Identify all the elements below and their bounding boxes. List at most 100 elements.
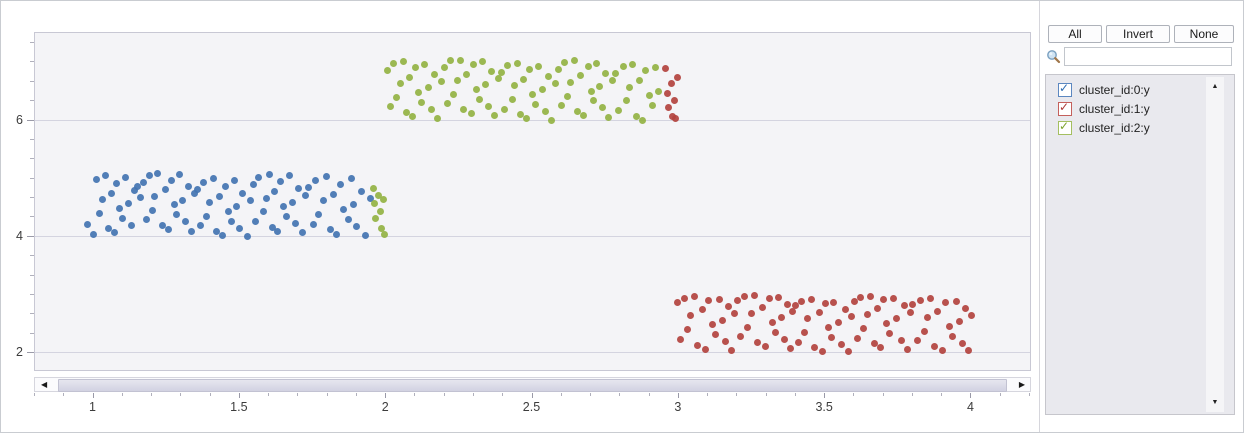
data-point[interactable]: [722, 338, 730, 346]
data-point[interactable]: [577, 72, 585, 80]
data-point[interactable]: [758, 303, 766, 311]
data-point[interactable]: [808, 296, 816, 304]
data-point[interactable]: [262, 194, 270, 202]
data-point[interactable]: [670, 97, 678, 105]
data-point[interactable]: [473, 85, 481, 93]
data-point[interactable]: [744, 324, 752, 332]
data-point[interactable]: [571, 56, 579, 64]
data-point[interactable]: [834, 319, 842, 327]
data-point[interactable]: [101, 171, 109, 179]
data-point[interactable]: [221, 182, 229, 190]
plot-area[interactable]: [34, 32, 1031, 371]
data-point[interactable]: [906, 308, 914, 316]
data-point[interactable]: [370, 200, 378, 208]
data-point[interactable]: [934, 307, 942, 315]
data-point[interactable]: [684, 326, 692, 334]
data-point[interactable]: [665, 104, 673, 112]
data-point[interactable]: [139, 179, 147, 187]
data-point[interactable]: [107, 189, 115, 197]
data-point[interactable]: [768, 318, 776, 326]
data-point[interactable]: [92, 175, 100, 183]
data-point[interactable]: [441, 63, 449, 71]
data-point[interactable]: [322, 173, 330, 180]
data-point[interactable]: [218, 232, 226, 240]
data-point[interactable]: [890, 295, 898, 303]
data-point[interactable]: [730, 310, 738, 318]
checkbox-cluster-1[interactable]: ✓: [1058, 100, 1072, 116]
data-point[interactable]: [845, 347, 853, 355]
data-point[interactable]: [728, 347, 735, 355]
data-point[interactable]: [948, 332, 956, 340]
data-point[interactable]: [691, 293, 699, 301]
data-point[interactable]: [167, 176, 175, 184]
data-point[interactable]: [893, 315, 901, 323]
data-point[interactable]: [774, 293, 782, 301]
data-point[interactable]: [199, 178, 207, 186]
data-point[interactable]: [511, 82, 519, 90]
data-point[interactable]: [897, 336, 905, 344]
data-point[interactable]: [173, 211, 181, 219]
data-point[interactable]: [379, 196, 387, 204]
data-point[interactable]: [777, 314, 785, 322]
data-point[interactable]: [504, 62, 512, 70]
legend-item-cluster-2[interactable]: ✓ cluster_id:2:y: [1058, 118, 1150, 137]
data-point[interactable]: [552, 80, 560, 88]
data-point[interactable]: [375, 191, 383, 199]
data-point[interactable]: [482, 81, 490, 89]
data-point[interactable]: [590, 97, 598, 105]
data-point[interactable]: [205, 199, 213, 207]
data-point[interactable]: [673, 74, 681, 82]
data-point[interactable]: [467, 110, 475, 118]
data-point[interactable]: [628, 61, 636, 69]
data-point[interactable]: [215, 192, 223, 200]
data-point[interactable]: [246, 196, 254, 204]
data-point[interactable]: [801, 329, 809, 337]
data-point[interactable]: [877, 344, 885, 352]
data-point[interactable]: [420, 60, 428, 68]
data-point[interactable]: [701, 345, 709, 353]
data-point[interactable]: [236, 224, 244, 232]
data-point[interactable]: [638, 116, 646, 124]
scrollbar-left-arrow-icon[interactable]: ◀: [41, 380, 48, 389]
data-point[interactable]: [119, 214, 127, 222]
data-point[interactable]: [641, 67, 649, 75]
data-point[interactable]: [804, 315, 812, 323]
data-point[interactable]: [498, 69, 506, 76]
data-point[interactable]: [941, 299, 949, 307]
data-point[interactable]: [662, 64, 670, 72]
data-point[interactable]: [635, 77, 643, 85]
data-point[interactable]: [830, 299, 838, 307]
data-point[interactable]: [748, 310, 756, 318]
data-point[interactable]: [366, 195, 374, 203]
data-point[interactable]: [561, 58, 569, 66]
data-point[interactable]: [821, 300, 829, 308]
data-point[interactable]: [517, 111, 525, 119]
data-point[interactable]: [387, 103, 395, 111]
x-axis-scrollbar[interactable]: ◀ ▶: [34, 377, 1031, 392]
data-point[interactable]: [227, 217, 235, 225]
data-point[interactable]: [340, 206, 348, 214]
data-point[interactable]: [490, 112, 498, 119]
data-point[interactable]: [646, 92, 654, 100]
data-point[interactable]: [212, 228, 220, 236]
data-point[interactable]: [681, 295, 689, 303]
data-point[interactable]: [428, 105, 436, 113]
data-point[interactable]: [903, 346, 911, 354]
data-point[interactable]: [309, 220, 317, 228]
data-point[interactable]: [315, 211, 323, 219]
data-point[interactable]: [529, 91, 536, 99]
data-point[interactable]: [193, 185, 201, 193]
data-point[interactable]: [294, 185, 302, 193]
data-point[interactable]: [447, 56, 455, 64]
data-point[interactable]: [409, 113, 416, 121]
data-point[interactable]: [837, 340, 845, 348]
data-point[interactable]: [605, 113, 613, 121]
data-point[interactable]: [818, 348, 826, 356]
data-point[interactable]: [859, 325, 867, 333]
data-point[interactable]: [158, 221, 166, 229]
data-point[interactable]: [827, 333, 835, 341]
data-point[interactable]: [795, 338, 803, 346]
data-point[interactable]: [98, 196, 106, 204]
data-point[interactable]: [302, 192, 310, 200]
data-point[interactable]: [871, 340, 879, 348]
